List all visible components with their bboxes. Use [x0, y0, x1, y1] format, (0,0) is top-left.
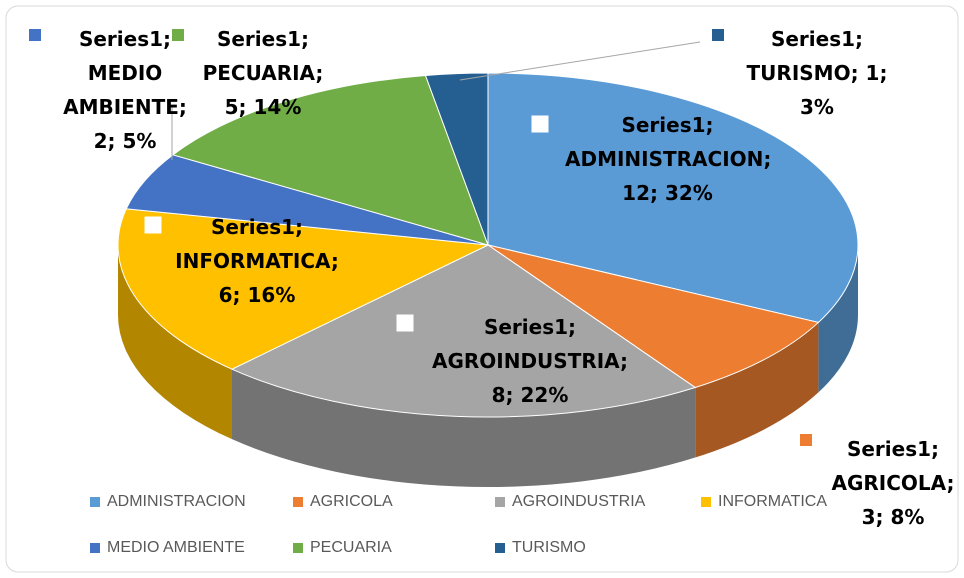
data-label: Series1; AGROINDUSTRIA; 8; 22%	[431, 315, 629, 407]
legend-label: ADMINISTRACION	[107, 493, 246, 510]
slice	[230, 244, 697, 418]
data-label: Series1; PECUARIA; 5; 14%	[202, 27, 324, 119]
slice-side	[231, 369, 696, 488]
data-label: Series1; INFORMATICA; 6; 16%	[175, 215, 339, 307]
slice-side	[118, 245, 232, 440]
legend-key	[495, 543, 505, 553]
label-key	[712, 29, 724, 41]
leader-line	[459, 41, 701, 81]
label-key	[147, 219, 159, 231]
label-key	[396, 314, 414, 332]
legend-label: PECUARIA	[310, 539, 392, 556]
legend-key	[293, 543, 303, 553]
legend-key	[90, 497, 100, 507]
slice	[487, 72, 859, 323]
slice	[424, 72, 489, 246]
data-label: Series1; MEDIO AMBIENTE; 2; 5%	[63, 27, 187, 153]
legend-label: MEDIO AMBIENTE	[107, 539, 245, 556]
legend-key	[701, 497, 711, 507]
slice-side	[818, 245, 858, 393]
label-key	[29, 29, 41, 41]
data-label: Series1; AGRICOLA; 3; 8%	[831, 437, 955, 529]
slice-side	[695, 322, 819, 458]
legend-key	[293, 497, 303, 507]
label-key	[144, 216, 162, 234]
legend-key	[495, 497, 505, 507]
legend-label: AGROINDUSTRIA	[512, 493, 646, 510]
legend-key	[90, 543, 100, 553]
legend-label: TURISMO	[512, 539, 586, 556]
slice	[487, 244, 820, 389]
label-key	[531, 115, 549, 133]
legend-label: AGRICOLA	[310, 493, 393, 510]
label-key	[534, 118, 546, 130]
legend-label: INFORMATICA	[718, 493, 827, 510]
data-label: Series1; ADMINISTRACION; 12; 32%	[565, 113, 772, 205]
label-key	[800, 434, 812, 446]
label-key	[172, 29, 184, 41]
label-key	[399, 317, 411, 329]
data-label: Series1; TURISMO; 1; 3%	[746, 27, 888, 119]
slice	[117, 208, 490, 370]
slice	[171, 74, 489, 246]
